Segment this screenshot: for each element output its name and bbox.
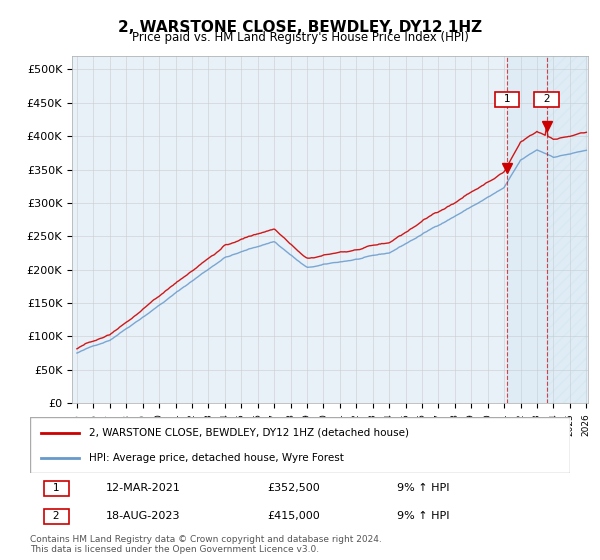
Text: 9% ↑ HPI: 9% ↑ HPI (397, 483, 450, 493)
Text: 1: 1 (46, 483, 67, 493)
Text: Contains HM Land Registry data © Crown copyright and database right 2024.
This d: Contains HM Land Registry data © Crown c… (30, 535, 382, 554)
Text: 2: 2 (46, 511, 67, 521)
Text: 2, WARSTONE CLOSE, BEWDLEY, DY12 1HZ (detached house): 2, WARSTONE CLOSE, BEWDLEY, DY12 1HZ (de… (89, 428, 409, 438)
Text: 12-MAR-2021: 12-MAR-2021 (106, 483, 181, 493)
Text: 2, WARSTONE CLOSE, BEWDLEY, DY12 1HZ: 2, WARSTONE CLOSE, BEWDLEY, DY12 1HZ (118, 20, 482, 35)
Bar (507, 56, 547, 403)
Text: 18-AUG-2023: 18-AUG-2023 (106, 511, 180, 521)
Text: 2: 2 (536, 95, 557, 104)
FancyBboxPatch shape (30, 417, 570, 473)
Text: 1: 1 (497, 95, 517, 104)
Text: £352,500: £352,500 (268, 483, 320, 493)
Text: HPI: Average price, detached house, Wyre Forest: HPI: Average price, detached house, Wyre… (89, 452, 344, 463)
Text: £415,000: £415,000 (268, 511, 320, 521)
Bar (547, 56, 586, 403)
Text: Price paid vs. HM Land Registry's House Price Index (HPI): Price paid vs. HM Land Registry's House … (131, 31, 469, 44)
Text: 9% ↑ HPI: 9% ↑ HPI (397, 511, 450, 521)
